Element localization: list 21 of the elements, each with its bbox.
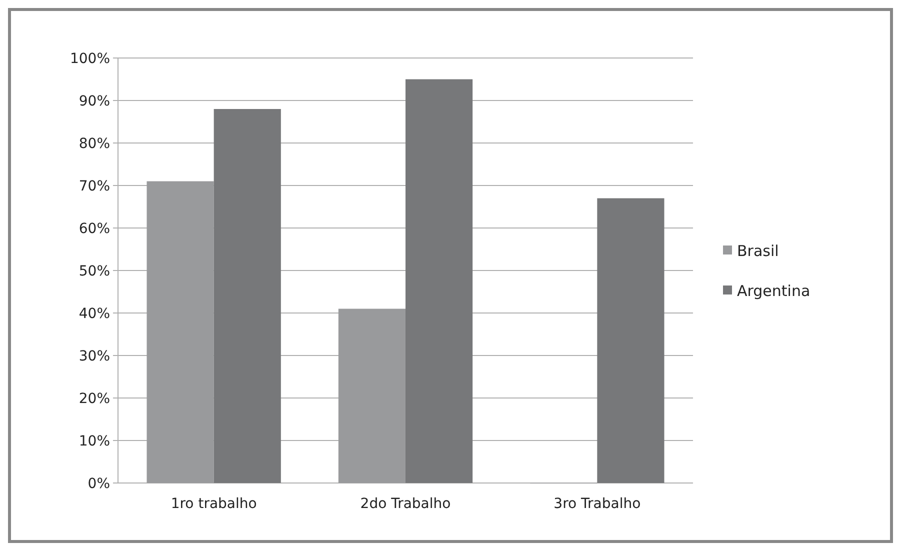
legend-label: Argentina — [737, 282, 810, 300]
y-tick-label: 80% — [78, 136, 110, 152]
bar — [597, 198, 664, 483]
x-tick-label: 1ro trabalho — [170, 496, 257, 512]
y-tick-label: 60% — [78, 220, 110, 237]
y-tick-label: 10% — [78, 433, 110, 450]
x-tick-label: 2do Trabalho — [360, 496, 451, 512]
y-tick-label: 100% — [70, 50, 110, 67]
y-tick-label: 90% — [78, 93, 110, 110]
y-tick-label: 40% — [78, 306, 110, 322]
bar — [214, 109, 281, 483]
y-tick-label: 0% — [88, 476, 110, 492]
bar — [146, 181, 214, 483]
y-tick-label: 70% — [78, 178, 110, 194]
y-tick-label: 50% — [78, 263, 110, 280]
legend-label: Brasil — [737, 242, 779, 260]
y-tick-label: 30% — [78, 348, 110, 364]
y-tick-label: 20% — [78, 390, 110, 407]
bar — [338, 308, 406, 483]
bar — [406, 79, 473, 483]
x-tick-label: 3ro Trabalho — [554, 496, 641, 512]
